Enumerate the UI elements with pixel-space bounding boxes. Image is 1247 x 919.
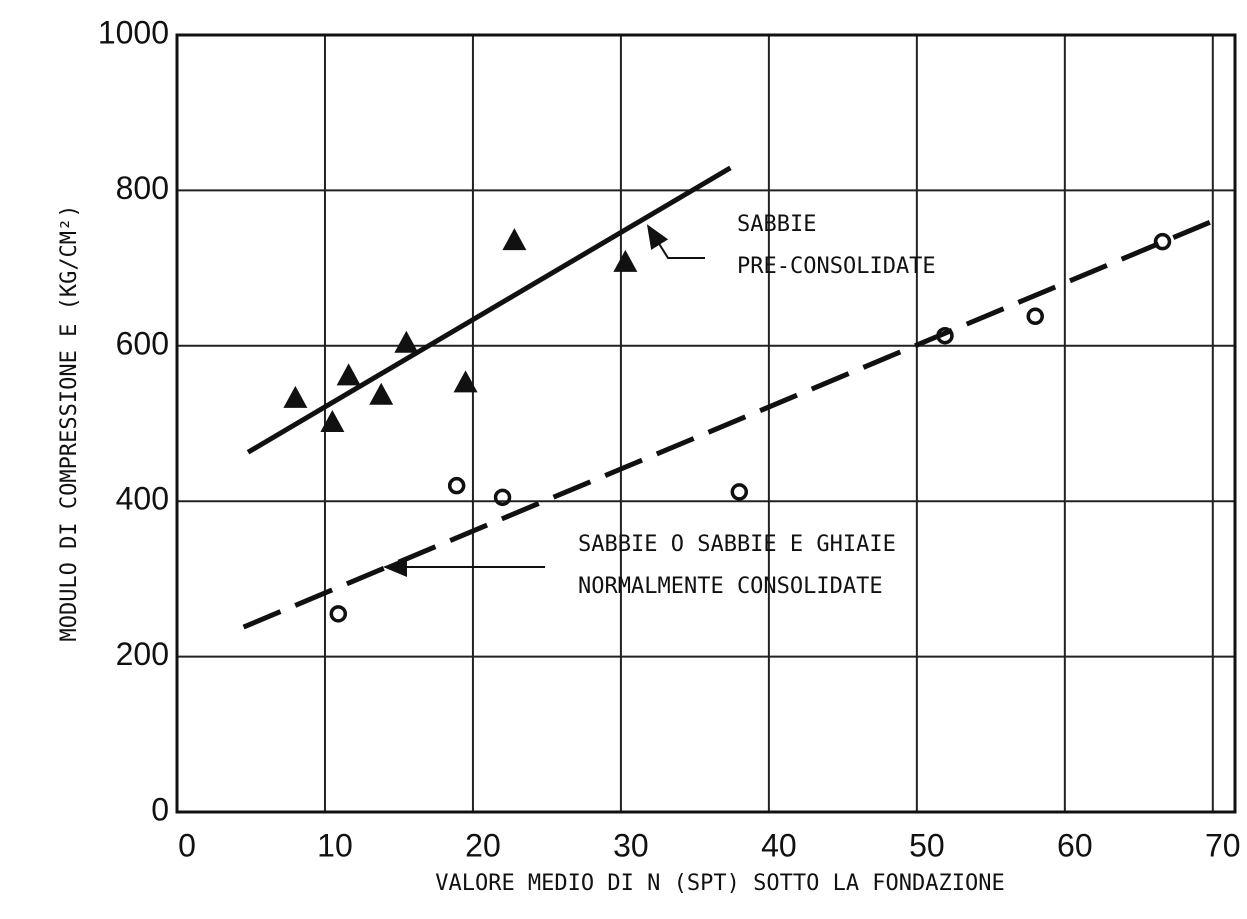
y-axis-label: MODULO DI COMPRESSIONE E (KG/CM²) — [57, 204, 82, 641]
x-tick-label: 30 — [613, 827, 649, 863]
annotation: SABBIE — [737, 212, 816, 237]
triangle-point — [394, 330, 419, 353]
annotation: SABBIE O SABBIE E GHIAIE — [578, 532, 896, 557]
y-tick-label: 800 — [116, 170, 169, 206]
circle-point — [493, 488, 512, 507]
x-axis-label: VALORE MEDIO DI N (SPT) SOTTO LA FONDAZI… — [435, 871, 1005, 896]
x-tick-label: 40 — [761, 827, 797, 863]
y-tick-label: 600 — [116, 325, 169, 361]
trend-line — [246, 165, 732, 455]
annotation-arrow — [646, 224, 705, 259]
triangle-point — [453, 370, 478, 393]
triangle-point — [369, 382, 394, 405]
y-tick-label: 0 — [151, 791, 169, 827]
x-tick-label: 60 — [1057, 827, 1093, 863]
x-tick-label: 0 — [178, 827, 196, 863]
y-tick-label: 200 — [116, 636, 169, 672]
triangle-point — [502, 228, 527, 251]
x-tick-label: 20 — [465, 827, 501, 863]
x-tick-label: 70 — [1205, 827, 1241, 863]
plot-frame — [175, 33, 1237, 814]
y-tick-label: 400 — [116, 481, 169, 517]
circle-point — [1026, 307, 1044, 326]
triangle-point — [613, 249, 638, 272]
circle-point — [447, 476, 466, 495]
annotation: NORMALMENTE CONSOLIDATE — [578, 574, 883, 599]
triangle-point — [336, 363, 361, 386]
x-tick-label: 50 — [909, 827, 945, 863]
circle-point — [936, 326, 954, 345]
circle-point — [329, 605, 348, 623]
circle-point — [730, 483, 749, 501]
circle-point — [1153, 232, 1172, 251]
annotation: PRE-CONSOLIDATE — [737, 254, 936, 279]
y-tick-label: 1000 — [98, 14, 169, 50]
triangle-point — [283, 385, 308, 408]
x-tick-label: 10 — [317, 827, 353, 863]
triangle-point — [320, 409, 345, 432]
